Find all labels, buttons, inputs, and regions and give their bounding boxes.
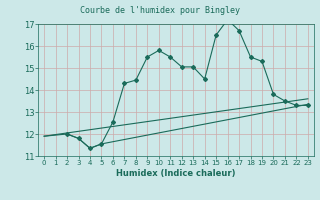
Text: Courbe de l'humidex pour Bingley: Courbe de l'humidex pour Bingley bbox=[80, 6, 240, 15]
X-axis label: Humidex (Indice chaleur): Humidex (Indice chaleur) bbox=[116, 169, 236, 178]
